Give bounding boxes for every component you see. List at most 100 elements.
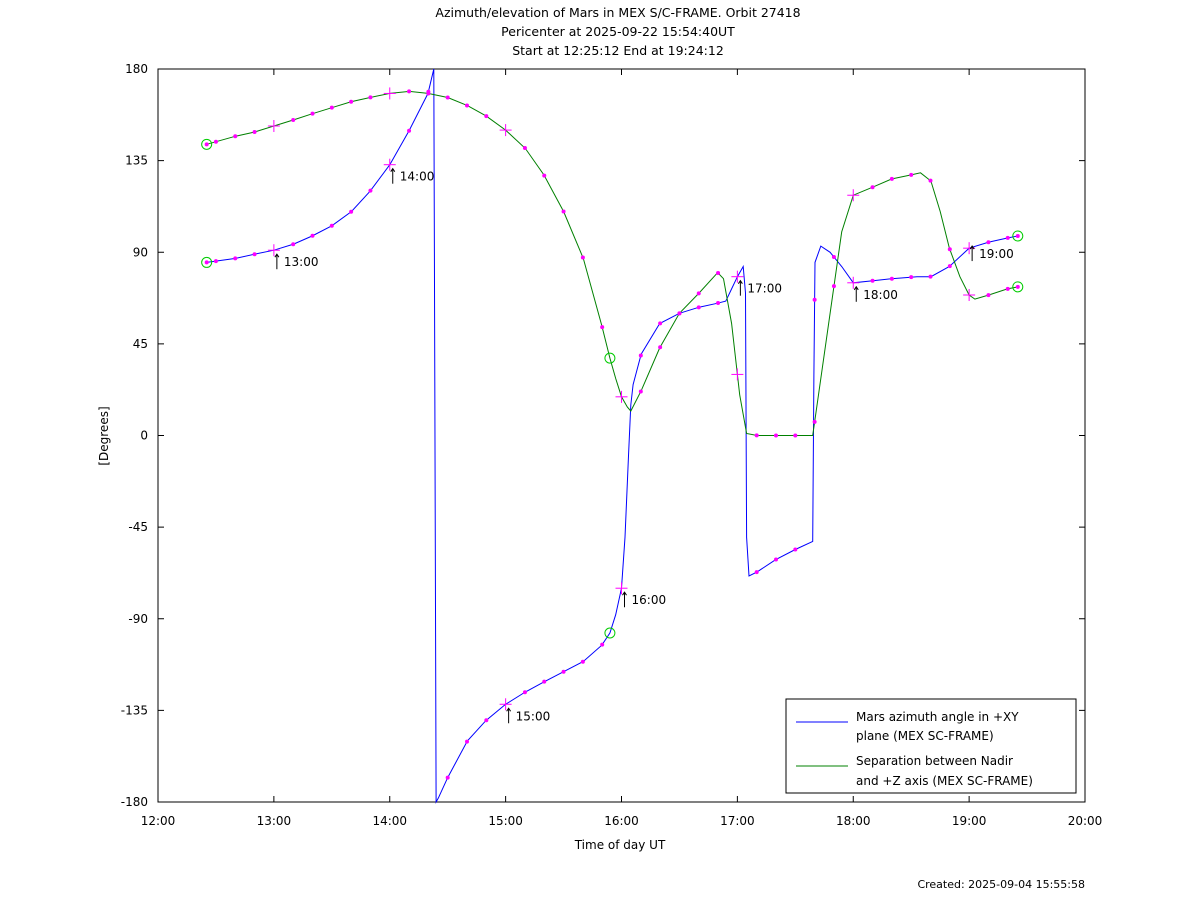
- y-tick-label: -135: [121, 703, 148, 717]
- x-axis-label: Time of day UT: [574, 838, 666, 852]
- ten-minute-marker: [580, 255, 585, 260]
- ten-minute-marker: [329, 105, 334, 110]
- ten-minute-marker: [793, 433, 798, 438]
- endpoint-dot: [204, 260, 209, 265]
- ten-minute-marker: [928, 178, 933, 183]
- ten-minute-marker: [542, 679, 547, 684]
- ten-minute-marker: [213, 259, 218, 264]
- ten-minute-marker: [349, 209, 354, 214]
- ten-minute-marker: [831, 255, 836, 260]
- ten-minute-marker: [889, 276, 894, 281]
- ten-minute-marker: [542, 173, 547, 178]
- ten-minute-marker: [754, 570, 759, 575]
- ten-minute-marker: [909, 172, 914, 177]
- ten-minute-marker: [986, 293, 991, 298]
- y-axis-label: [Degrees]: [97, 406, 111, 465]
- endpoint-circle: [1012, 281, 1024, 293]
- x-tick-label: 17:00: [720, 814, 755, 828]
- ten-minute-marker: [754, 433, 759, 438]
- ten-minute-marker: [291, 242, 296, 247]
- ten-minute-marker: [600, 325, 605, 330]
- annotation-arrowhead: [622, 591, 627, 596]
- ten-minute-marker: [484, 718, 489, 723]
- hour-annotations: 13:00 14:00 15:00 16:00 17:00 18:00 19:00: [274, 167, 1014, 724]
- x-tick-label: 16:00: [604, 814, 639, 828]
- ten-minute-marker: [870, 278, 875, 283]
- ten-minute-marker: [368, 95, 373, 100]
- legend: Mars azimuth angle in +XY plane (MEX SC-…: [785, 698, 1077, 794]
- hour-annotation-label: 16:00: [632, 593, 667, 607]
- ten-minute-marker: [484, 114, 489, 119]
- legend-box: [785, 698, 1077, 794]
- ten-minute-marker: [465, 103, 469, 108]
- ten-minute-marker: [310, 111, 315, 116]
- y-tick-label: 180: [125, 62, 148, 76]
- created-timestamp: Created: 2025-09-04 15:55:58: [917, 878, 1085, 891]
- ten-minute-marker: [233, 256, 238, 261]
- ten-minute-marker: [986, 240, 991, 245]
- annotation-arrowhead: [506, 707, 512, 712]
- ten-minute-marker: [407, 128, 412, 133]
- ten-minute-marker: [716, 271, 721, 276]
- ten-minute-marker: [889, 176, 894, 181]
- ten-minute-marker: [522, 690, 527, 695]
- ten-minute-marker: [677, 311, 682, 316]
- ten-minute-marker: [291, 118, 296, 123]
- ten-minute-marker: [638, 389, 643, 394]
- ten-minute-marker: [407, 89, 412, 94]
- ten-minute-marker: [368, 188, 373, 193]
- ten-minute-marker: [774, 433, 778, 438]
- ten-minute-marker: [638, 353, 643, 358]
- ten-minute-marker: [465, 739, 469, 744]
- series-line-separation: [206, 90, 1018, 436]
- ten-minute-marker: [445, 775, 450, 780]
- markers-group: [201, 87, 1024, 780]
- chart-title-line-2: Pericenter at 2025-09-22 15:54:40UT: [501, 24, 735, 39]
- hour-annotation-label: 19:00: [979, 247, 1014, 261]
- ten-minute-marker: [310, 233, 315, 238]
- ten-minute-marker: [928, 274, 933, 279]
- plot-area: [157, 68, 1086, 803]
- pericenter-circle: [604, 627, 616, 639]
- ten-minute-marker: [947, 264, 952, 269]
- ten-minute-marker: [658, 321, 663, 326]
- ten-minute-marker: [233, 134, 238, 139]
- ten-minute-marker: [561, 669, 566, 674]
- ten-minute-marker: [522, 146, 527, 151]
- pericenter-circle: [604, 352, 616, 364]
- x-tick-label: 19:00: [952, 814, 987, 828]
- endpoint-dot: [204, 142, 209, 147]
- chart-title-line-1: Azimuth/elevation of Mars in MEX S/C-FRA…: [435, 5, 800, 20]
- x-tick-label: 12:00: [141, 814, 176, 828]
- legend-label-azimuth-1: Mars azimuth angle in +XY: [856, 710, 1019, 724]
- y-tick-label: 45: [133, 337, 148, 351]
- hour-annotation-label: 13:00: [284, 255, 319, 269]
- ten-minute-marker: [774, 557, 778, 562]
- ten-minute-marker: [213, 139, 218, 144]
- x-tick-label: 15:00: [488, 814, 523, 828]
- ten-minute-marker: [812, 297, 817, 302]
- legend-label-separation-2: and +Z axis (MEX SC-FRAME): [856, 774, 1033, 788]
- annotation-arrowhead: [737, 279, 743, 284]
- annotation-arrowhead: [390, 167, 396, 172]
- hour-annotation-label: 14:00: [400, 170, 435, 184]
- ten-minute-marker: [252, 252, 257, 257]
- endpoint-dot: [1015, 233, 1020, 238]
- x-tick-label: 18:00: [836, 814, 871, 828]
- series-group: [206, 68, 1018, 804]
- y-tick-label: 90: [133, 245, 148, 259]
- ten-minute-marker: [426, 91, 431, 96]
- ten-minute-marker: [831, 284, 836, 289]
- endpoint-circle: [1012, 230, 1024, 242]
- ten-minute-marker: [1005, 286, 1010, 291]
- ten-minute-marker: [870, 185, 875, 190]
- hour-annotation-label: 18:00: [863, 288, 898, 302]
- axis-ticks: 12:00 13:00 14:00 15:00 16:00 17:00 18:00 19:00…: [121, 62, 1103, 828]
- ten-minute-marker: [658, 345, 663, 350]
- x-tick-label: 13:00: [257, 814, 292, 828]
- ten-minute-marker: [716, 301, 721, 306]
- y-tick-label: 0: [140, 429, 148, 443]
- endpoint-circle: [201, 138, 213, 150]
